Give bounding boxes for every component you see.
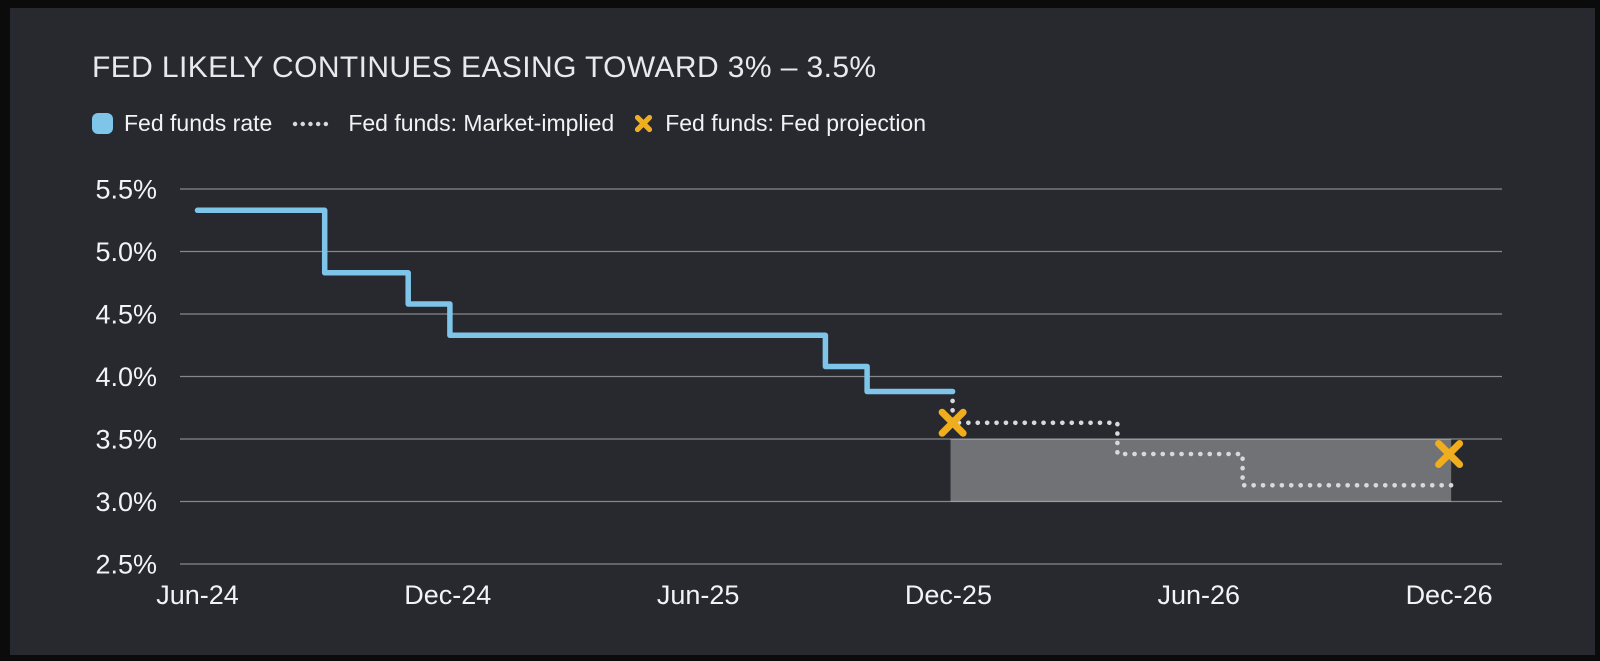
fed-projection-x-icon [633, 113, 654, 134]
chart-panel [10, 8, 1595, 655]
x-tick-label: Jun-24 [156, 580, 239, 610]
projection-range-band [950, 439, 1452, 502]
market-implied-dotted-icon [291, 119, 337, 129]
x-tick-label: Jun-26 [1157, 580, 1240, 610]
y-tick-label: 4.0% [95, 362, 157, 392]
fed-funds-rate-swatch-icon [92, 113, 113, 134]
legend-item-market-implied: Fed funds: Market-implied [291, 110, 614, 137]
x-tick-label: Dec-25 [905, 580, 992, 610]
y-tick-label: 5.0% [95, 237, 157, 267]
fed-funds-rate-line [194, 207, 956, 395]
legend-item-fed-projection: Fed funds: Fed projection [633, 110, 926, 137]
x-tick-label: Dec-24 [404, 580, 491, 610]
chart-legend: Fed funds rate Fed funds: Market-implied… [92, 110, 926, 137]
y-tick-label: 2.5% [95, 550, 157, 580]
chart-title: FED LIKELY CONTINUES EASING TOWARD 3% – … [92, 51, 877, 84]
y-tick-label: 4.5% [95, 300, 157, 330]
legend-label-fed-funds-rate: Fed funds rate [124, 110, 273, 136]
x-tick-label: Jun-25 [657, 580, 740, 610]
fed-projection-marker [938, 408, 967, 437]
legend-item-fed-funds-rate: Fed funds rate [92, 110, 272, 137]
y-tick-label: 5.5% [95, 175, 157, 205]
x-cross-glyph [635, 114, 653, 133]
y-tick-label: 3.5% [95, 425, 157, 455]
y-tick-label: 3.0% [95, 487, 157, 517]
x-tick-label: Dec-26 [1406, 580, 1493, 610]
fed-projection-marker [1435, 440, 1464, 468]
legend-label-market-implied: Fed funds: Market-implied [348, 110, 615, 136]
market-implied-line [950, 389, 1454, 488]
legend-label-fed-projection: Fed funds: Fed projection [665, 110, 927, 136]
